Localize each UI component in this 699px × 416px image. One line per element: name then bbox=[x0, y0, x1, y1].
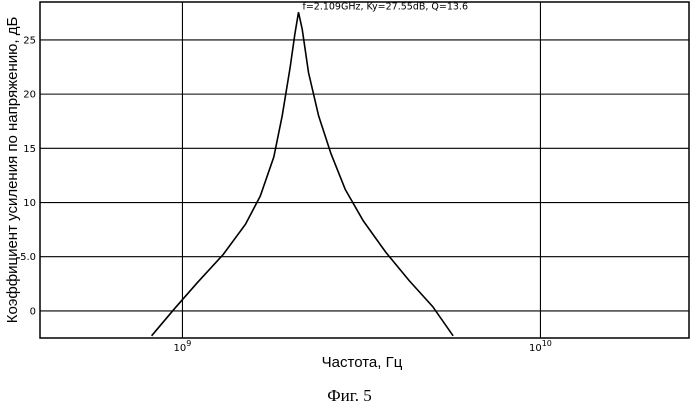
y-tick-label: 25 bbox=[23, 35, 36, 46]
x-tick-exponent: 10 bbox=[542, 339, 552, 348]
y-tick-label: 5.0 bbox=[20, 252, 36, 263]
x-tick-label: 1010 bbox=[529, 339, 552, 354]
peak-annotation: f=2.109GHz, Ky=27.55dB, Q=13.6 bbox=[302, 1, 468, 12]
plot-area bbox=[40, 2, 689, 338]
figure-caption: Фиг. 5 bbox=[0, 386, 699, 406]
y-tick-label: 20 bbox=[23, 90, 36, 101]
y-tick-label: 10 bbox=[23, 198, 36, 209]
y-tick-label: 0 bbox=[30, 306, 36, 317]
chart: 05.010152025 1091010 f=2.109GHz, Ky=27.5… bbox=[0, 0, 699, 385]
x-tick-label: 109 bbox=[174, 339, 192, 354]
x-tick-base: 10 bbox=[174, 343, 187, 354]
x-axis-label: Частота, Гц bbox=[322, 354, 403, 371]
x-tick-exponent: 9 bbox=[186, 339, 191, 348]
y-tick-label: 15 bbox=[23, 144, 36, 155]
y-axis-label: Коэффициент усиления по напряжению, дБ bbox=[4, 17, 21, 324]
x-tick-base: 10 bbox=[529, 343, 542, 354]
y-tick-labels: 0 5.0 10 15 20 25 bbox=[20, 35, 36, 317]
x-tick-labels: 1091010 bbox=[174, 339, 552, 354]
